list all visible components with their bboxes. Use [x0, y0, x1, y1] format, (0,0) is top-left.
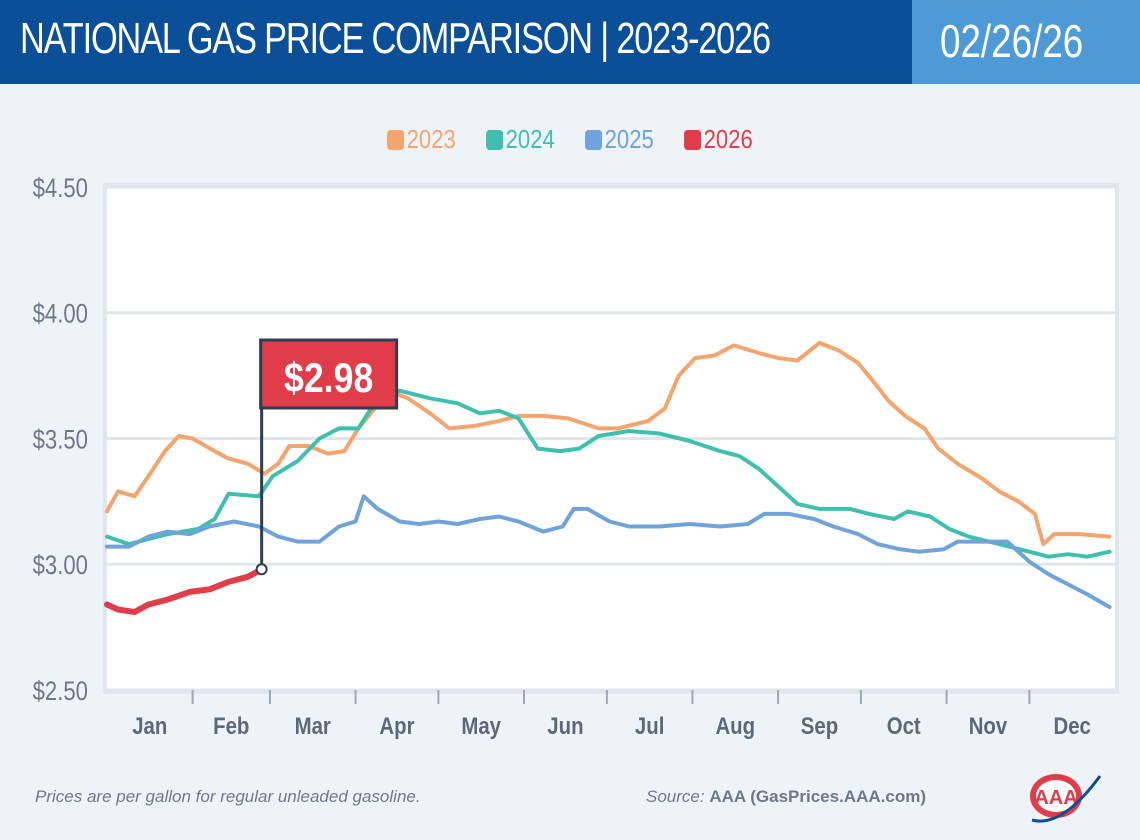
x-tick-label: Apr: [379, 712, 414, 739]
source-label: Source:: [646, 787, 705, 806]
aaa-logo: AAA: [1030, 774, 1102, 823]
x-tick-label: May: [461, 712, 501, 739]
flag-label: $2.98: [284, 355, 373, 401]
report-date: 02/26/26: [940, 15, 1084, 67]
page-title: NATIONAL GAS PRICE COMPARISON | 2023-202…: [20, 14, 771, 63]
x-tick-label: Jan: [132, 712, 167, 739]
footnote: Prices are per gallon for regular unlead…: [35, 787, 421, 806]
x-tick-label: Jul: [635, 712, 664, 739]
legend-item-2025: 2025: [585, 124, 654, 155]
series-line-2026: [104, 566, 265, 615]
x-tick-label: Jun: [547, 712, 583, 739]
series-line-2023: [105, 340, 1112, 547]
header-bar: [0, 0, 912, 84]
svg-text:AAA: AAA: [1034, 787, 1077, 809]
series-line-2025: [105, 494, 1112, 609]
flag-box: [259, 338, 399, 410]
series-line-2024: [105, 388, 1112, 559]
y-tick-label: $4.00: [33, 300, 88, 330]
x-tick-label: Oct: [887, 712, 922, 739]
x-tick-label: Dec: [1053, 712, 1090, 739]
y-tick-label: $3.00: [33, 551, 88, 581]
current-point-marker: [255, 563, 268, 576]
legend-swatch: [486, 129, 504, 150]
legend-item-2026: 2026: [683, 124, 753, 155]
legend-label: 2026: [703, 124, 753, 154]
legend-label: 2023: [406, 124, 457, 154]
y-tick-label: $3.50: [33, 426, 88, 456]
legend-item-2024: 2024: [486, 124, 555, 155]
legend-swatch: [683, 129, 701, 150]
source-text: AAA (GasPrices.AAA.com): [709, 787, 926, 806]
y-tick-label: $4.50: [33, 174, 88, 204]
legend-label: 2025: [604, 124, 654, 154]
legend-label: 2024: [505, 124, 555, 154]
x-tick-label: Sep: [801, 712, 838, 739]
x-tick-label: Feb: [213, 712, 249, 739]
chart-legend: 2023 2024 2025 2026: [0, 124, 1140, 155]
x-tick-label: Mar: [295, 712, 332, 739]
legend-swatch: [387, 129, 405, 150]
source-credit: Source: AAA (GasPrices.AAA.com): [646, 787, 926, 807]
header-date-panel: [912, 0, 1140, 84]
legend-item-2023: 2023: [387, 124, 456, 155]
legend-swatch: [585, 129, 603, 150]
x-tick-label: Nov: [969, 712, 1008, 739]
y-tick-label: $2.50: [33, 677, 88, 707]
x-tick-label: Aug: [715, 712, 755, 739]
